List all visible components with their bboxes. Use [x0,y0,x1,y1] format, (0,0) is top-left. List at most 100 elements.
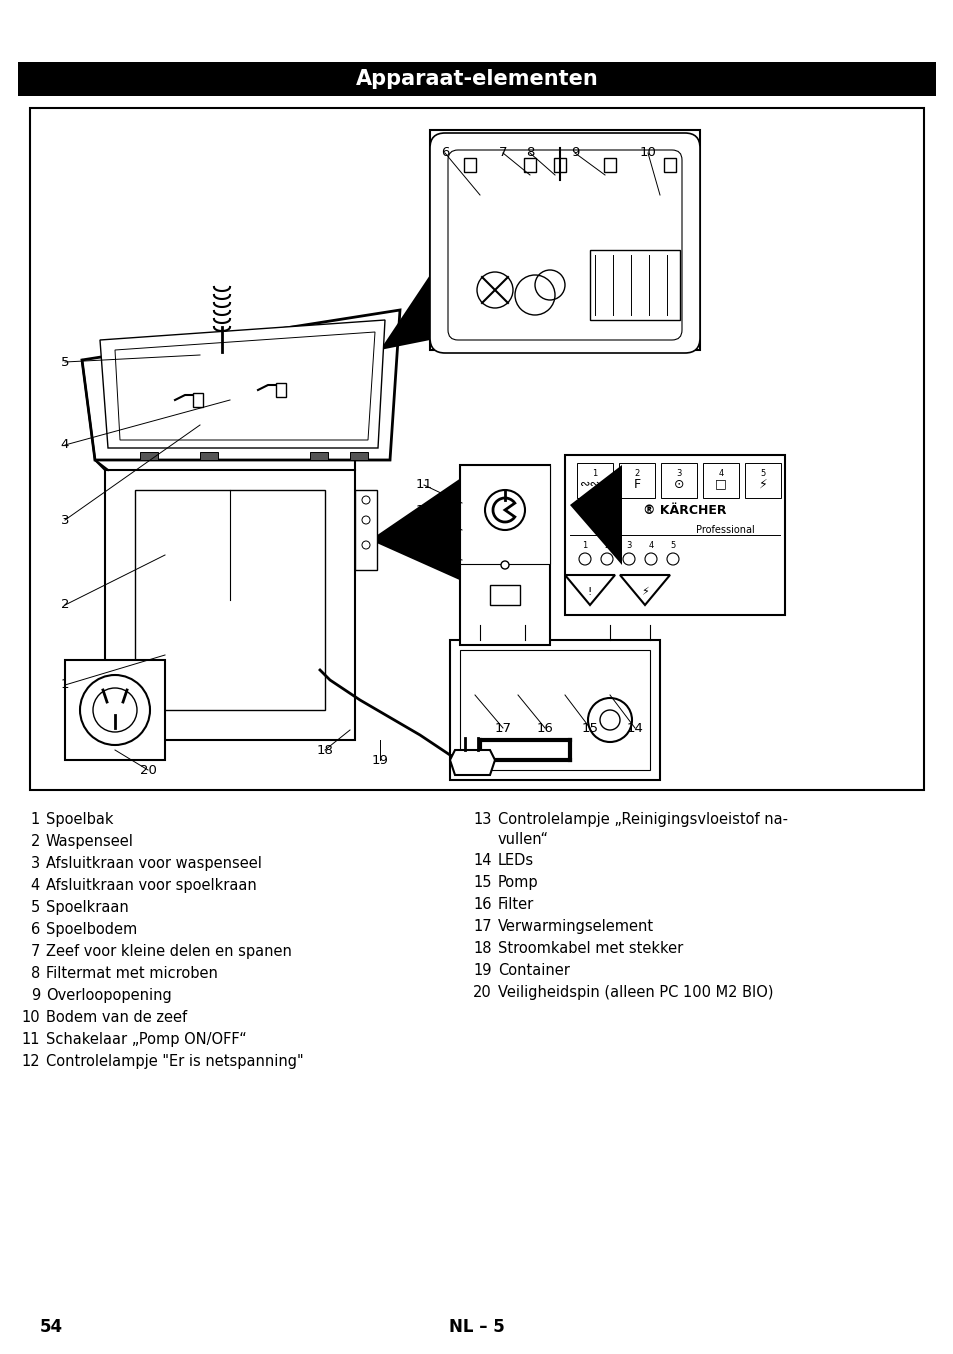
Bar [603,158,616,172]
Text: 7: 7 [30,944,40,959]
Text: 13: 13 [473,812,492,827]
Circle shape [92,688,137,733]
Text: vullen“: vullen“ [497,833,548,848]
Text: 14: 14 [626,722,642,734]
Text: 19: 19 [473,963,492,978]
Circle shape [361,542,370,548]
Text: 12: 12 [416,504,432,516]
Text: Afsluitkraan voor waspenseel: Afsluitkraan voor waspenseel [46,856,262,871]
Bar [663,158,676,172]
Bar [589,250,679,320]
Text: 3: 3 [30,856,40,871]
Bar [310,452,328,460]
Text: 2: 2 [30,834,40,849]
Polygon shape [100,320,385,448]
Text: Pomp: Pomp [497,875,538,890]
Polygon shape [379,139,530,349]
Polygon shape [564,575,615,605]
Bar [65,659,165,760]
Circle shape [80,676,150,745]
Text: 4: 4 [648,540,653,550]
Polygon shape [370,464,481,590]
Bar [523,158,536,172]
Text: Stroomkabel met stekker: Stroomkabel met stekker [497,941,682,956]
Bar [430,130,700,349]
Bar [355,490,376,570]
Text: 11: 11 [416,478,432,492]
Text: 1: 1 [30,812,40,827]
FancyBboxPatch shape [448,150,681,340]
Bar [450,640,659,780]
Text: F: F [633,478,639,490]
Text: 4: 4 [30,877,40,894]
Circle shape [484,490,524,529]
Polygon shape [569,464,621,565]
Bar [554,158,565,172]
Text: Afsluitkraan voor spoelkraan: Afsluitkraan voor spoelkraan [46,877,256,894]
Polygon shape [115,332,375,440]
Bar [105,470,355,741]
Bar [564,455,784,615]
Polygon shape [619,575,669,605]
Text: ® KÄRCHER: ® KÄRCHER [642,504,726,516]
Text: 12: 12 [21,1053,40,1070]
Text: 2: 2 [634,468,639,478]
Text: 1: 1 [61,678,70,692]
Text: Controlelampje "Er is netspanning": Controlelampje "Er is netspanning" [46,1053,303,1070]
Text: 16: 16 [536,722,553,734]
Bar [200,452,218,460]
Text: Spoelbak: Spoelbak [46,812,113,827]
Text: 9: 9 [570,146,578,160]
Circle shape [622,552,635,565]
Circle shape [361,496,370,504]
Circle shape [599,709,619,730]
Polygon shape [450,750,495,774]
Text: 16: 16 [473,896,492,911]
Text: Filter: Filter [497,896,534,911]
Bar [459,650,649,770]
Bar [459,464,550,645]
Bar [463,158,476,172]
Text: 2: 2 [604,540,609,550]
Text: 7: 7 [498,146,507,160]
Text: Controlelampje „Reinigingsvloeistof na-: Controlelampje „Reinigingsvloeistof na- [497,812,787,827]
Bar [275,383,286,397]
Text: Filtermat met microben: Filtermat met microben [46,965,217,982]
Text: 4: 4 [718,468,723,478]
Text: 19: 19 [371,753,388,766]
Text: 54: 54 [40,1317,63,1336]
Text: 1: 1 [581,540,587,550]
Text: Zeef voor kleine delen en spanen: Zeef voor kleine delen en spanen [46,944,292,959]
Text: 13: 13 [416,542,432,555]
Circle shape [600,552,613,565]
Text: 3: 3 [626,540,631,550]
Text: 14: 14 [473,853,492,868]
Text: 10: 10 [21,1010,40,1025]
Bar [30,108,923,789]
Text: Schakelaar „Pomp ON/OFF“: Schakelaar „Pomp ON/OFF“ [46,1032,247,1047]
Text: Spoelbodem: Spoelbodem [46,922,137,937]
Text: Overloopopening: Overloopopening [46,988,172,1003]
Circle shape [644,552,657,565]
Text: Container: Container [497,963,569,978]
Text: 15: 15 [473,875,492,890]
Text: 8: 8 [30,965,40,982]
Text: 6: 6 [440,146,449,160]
Text: Spoelkraan: Spoelkraan [46,900,129,915]
Text: 11: 11 [22,1032,40,1047]
Bar [140,452,158,460]
Bar [744,463,781,498]
Text: Verwarmingselement: Verwarmingselement [497,919,654,934]
Text: 4: 4 [61,439,70,451]
Bar [193,393,203,408]
Text: 5: 5 [670,540,675,550]
Polygon shape [82,310,399,460]
Circle shape [666,552,679,565]
Text: 15: 15 [581,722,598,734]
Text: 10: 10 [639,146,656,160]
Bar [459,464,550,565]
Text: 20: 20 [473,984,492,999]
Circle shape [578,552,590,565]
Text: 3: 3 [61,513,70,527]
Text: 20: 20 [139,764,156,776]
